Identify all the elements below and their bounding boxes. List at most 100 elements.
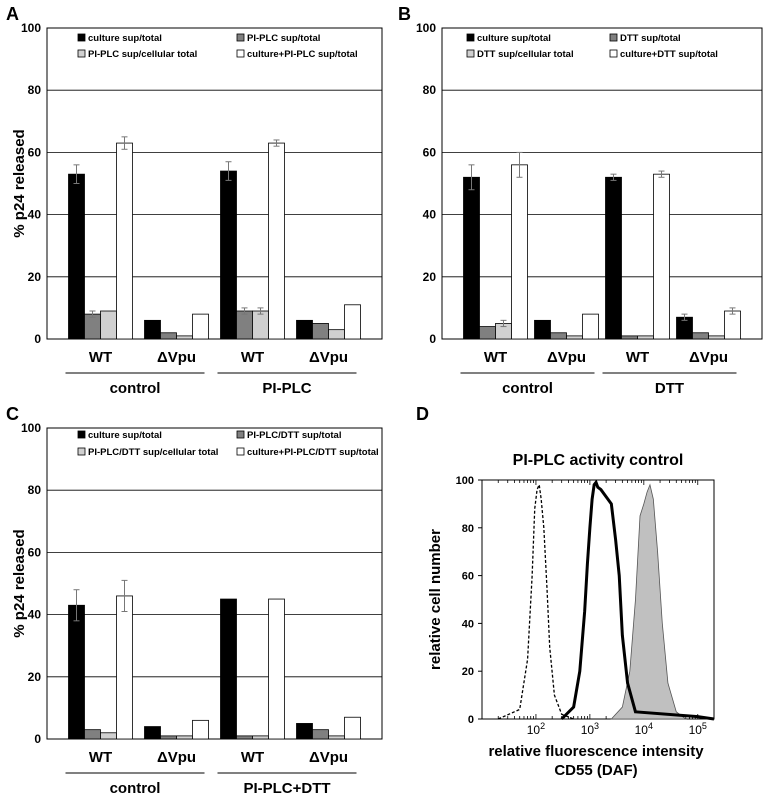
panel-c: C 0 20 40 60 80 100 % p24 released culture sup/t…: [6, 404, 383, 797]
legend-label: culture sup/total: [477, 33, 551, 44]
bar: [160, 735, 177, 740]
bar: [84, 729, 101, 740]
bar: [692, 332, 709, 340]
legend-swatch: [466, 49, 475, 58]
bar: [252, 310, 269, 340]
x-tick-exponent: 2: [540, 721, 545, 731]
x-tick-label: WT: [241, 349, 264, 366]
y-tick-label: 80: [28, 483, 42, 497]
legend-swatch: [77, 49, 86, 58]
bar: [534, 319, 551, 340]
legend-label: culture sup/total: [88, 430, 162, 441]
bar: [550, 332, 567, 340]
histogram-thick: [560, 479, 715, 721]
y-tick-label: 60: [28, 145, 42, 159]
bar: [637, 335, 654, 340]
legend-label: PI-PLC/DTT sup/cellular total: [88, 447, 218, 458]
y-tick-label: 100: [21, 21, 41, 35]
y-axis-label: % p24 released: [11, 129, 28, 237]
bar: [176, 335, 193, 340]
x-axis-label: relative fluorescence intensity: [488, 743, 704, 760]
legend-label: culture sup/total: [88, 33, 162, 44]
histogram-dashed: [497, 482, 574, 720]
y-tick-label: 80: [462, 523, 474, 535]
bar: [344, 304, 361, 340]
y-tick-label: 40: [28, 608, 42, 622]
y-tick-label: 0: [34, 332, 41, 346]
plot-frame: [46, 27, 383, 340]
bar: [220, 170, 237, 340]
legend-swatch: [77, 447, 86, 456]
x-tick-label: WT: [241, 749, 264, 766]
x-tick-label: ΔVpu: [157, 349, 196, 366]
group-label: control: [110, 780, 161, 797]
x-tick-base: 10: [635, 723, 649, 737]
y-tick-label: 100: [416, 21, 436, 35]
x-tick-exponent: 3: [594, 721, 599, 731]
legend-swatch: [77, 33, 86, 42]
bar: [116, 595, 133, 740]
panel-d: D PI-PLC activity control 0 20 40 60 80 100 rela…: [416, 404, 715, 779]
legend-swatch: [77, 430, 86, 439]
x-tick-label: ΔVpu: [309, 749, 348, 766]
panel-letter: A: [6, 4, 19, 24]
bar: [312, 323, 329, 340]
bar: [68, 604, 85, 740]
bar: [144, 319, 161, 340]
legend-label: PI-PLC/DTT sup/total: [247, 430, 341, 441]
y-tick-label: 40: [462, 618, 474, 630]
x-tick-label: WT: [89, 349, 112, 366]
y-tick-label: 80: [28, 83, 42, 97]
legend-label: DTT sup/total: [620, 33, 681, 44]
y-tick-label: 100: [21, 421, 41, 435]
x-tick-label: WT: [484, 349, 507, 366]
bar: [511, 164, 528, 340]
bar: [252, 735, 269, 740]
plot-frame: [441, 27, 763, 340]
legend-label: culture+PI-PLC sup/total: [247, 49, 358, 60]
bar: [566, 335, 583, 340]
y-tick-label: 0: [468, 714, 474, 726]
x-tick-label: ΔVpu: [689, 349, 728, 366]
y-tick-label: 60: [423, 145, 437, 159]
x-tick-label: WT: [626, 349, 649, 366]
panel-b: B 0 20 40 60 80 100 culture sup/total DTT sup/to…: [398, 4, 763, 397]
legend-swatch: [236, 430, 245, 439]
histogram-filled: [610, 483, 687, 720]
bar: [708, 335, 725, 340]
group-label: control: [502, 380, 553, 397]
x-tick-base: 10: [689, 723, 703, 737]
bar: [192, 313, 209, 340]
bar: [116, 142, 133, 340]
plot-frame: [46, 427, 383, 740]
bar: [236, 735, 253, 740]
x-tick-label: ΔVpu: [309, 349, 348, 366]
y-tick-label: 40: [28, 208, 42, 222]
y-tick-label: 20: [462, 666, 474, 678]
y-tick-label: 60: [28, 545, 42, 559]
y-tick-label: 60: [462, 571, 474, 583]
y-tick-label: 20: [423, 270, 437, 284]
y-tick-label: 20: [28, 270, 42, 284]
x-tick-label: 105: [689, 721, 707, 737]
legend-label: DTT sup/cellular total: [477, 49, 574, 60]
legend-swatch: [236, 49, 245, 58]
bar: [68, 173, 85, 340]
panel-a: A 0 20 40 60 80 100 % p24 released culture sup/t…: [6, 4, 383, 397]
bar: [100, 732, 117, 740]
legend-swatch: [609, 33, 618, 42]
group-label: DTT: [655, 380, 684, 397]
x-tick-label: WT: [89, 749, 112, 766]
bar: [344, 716, 361, 740]
group-label: PI-PLC: [262, 380, 311, 397]
x-tick-label: ΔVpu: [547, 349, 586, 366]
bar: [653, 173, 670, 340]
x-tick-exponent: 5: [702, 721, 707, 731]
y-tick-label: 0: [429, 332, 436, 346]
y-tick-label: 20: [28, 670, 42, 684]
legend-label: culture+PI-PLC/DTT sup/total: [247, 447, 379, 458]
panel-letter: B: [398, 4, 411, 24]
y-tick-label: 0: [34, 732, 41, 746]
